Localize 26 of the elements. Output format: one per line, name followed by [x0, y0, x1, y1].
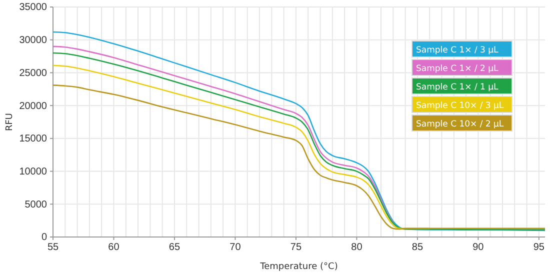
x-tick-label: 75 [290, 242, 302, 254]
y-tick-label: 5000 [24, 199, 48, 210]
y-axis-title: RFU [5, 112, 15, 132]
line-series [52, 46, 394, 224]
x-tick-label: 65 [168, 242, 180, 254]
x-tick-label: 80 [351, 242, 363, 254]
text: Sample C 10× / 2 µL [416, 120, 504, 130]
y-tick-label: 15000 [19, 134, 48, 145]
x-tick-label: 95 [533, 242, 545, 254]
x-tick-label: 55 [47, 242, 59, 254]
y-tick-label: 30000 [19, 35, 48, 46]
x-tick-label: 60 [108, 242, 120, 254]
text: Sample C 1× / 2 µL [416, 64, 499, 74]
y-tick-label: 0 [41, 232, 48, 244]
y-tick-label: 10000 [19, 166, 48, 178]
x-tick-label: 90 [472, 242, 484, 254]
x-tick-label: 85 [412, 242, 424, 254]
text: Sample C 1× / 3 µL [416, 46, 499, 56]
y-tick-label: 35000 [19, 2, 48, 14]
x-tick-label: 70 [230, 242, 242, 254]
line-series [52, 84, 546, 230]
y-tick-label: 25000 [19, 68, 48, 79]
y-tick-label: 20000 [19, 100, 48, 112]
text: Sample C 1× / 1 µL [416, 82, 499, 92]
x-axis-title: Temperature (°C) [259, 262, 338, 272]
text: Sample C 10× / 3 µL [416, 101, 504, 111]
